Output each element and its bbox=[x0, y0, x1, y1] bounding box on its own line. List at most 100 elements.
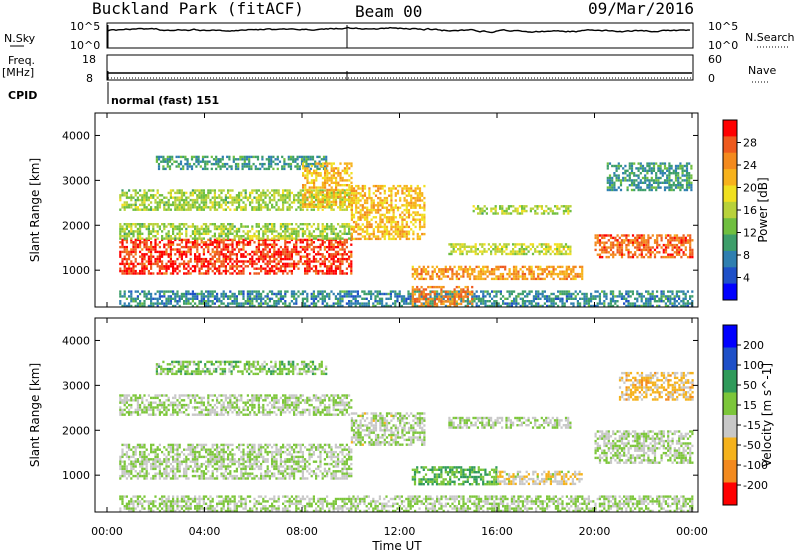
heatmap-cell bbox=[194, 260, 197, 263]
heatmap-cell bbox=[359, 232, 362, 236]
heatmap-cell bbox=[150, 257, 153, 261]
heatmap-cell bbox=[462, 270, 465, 273]
heatmap-cell bbox=[152, 304, 155, 308]
heatmap-cell bbox=[220, 230, 223, 233]
heatmap-cell bbox=[169, 189, 172, 192]
heatmap-cell bbox=[479, 207, 482, 210]
heatmap-cell bbox=[499, 265, 502, 269]
heatmap-cell bbox=[132, 255, 135, 258]
heatmap-cell bbox=[483, 243, 486, 246]
heatmap-cell bbox=[572, 268, 575, 271]
heatmap-cell bbox=[673, 297, 676, 300]
heatmap-cell bbox=[491, 290, 494, 293]
heatmap-cell bbox=[407, 297, 410, 300]
heatmap-cell bbox=[388, 232, 391, 236]
heatmap-cell bbox=[154, 206, 157, 209]
heatmap-cell bbox=[183, 191, 186, 195]
heatmap-cell bbox=[449, 295, 452, 298]
heatmap-cell bbox=[350, 218, 353, 221]
heatmap-cell bbox=[416, 235, 419, 238]
heatmap-cell bbox=[540, 212, 543, 215]
heatmap-cell bbox=[563, 270, 566, 273]
heatmap-cell bbox=[416, 285, 419, 289]
heatmap-cell bbox=[449, 297, 452, 300]
heatmap-cell bbox=[598, 253, 602, 256]
heatmap-cell bbox=[242, 269, 245, 273]
heatmap-cell bbox=[216, 250, 219, 254]
heatmap-cell bbox=[598, 239, 602, 242]
heatmap-cell bbox=[368, 235, 371, 238]
heatmap-cell bbox=[545, 243, 548, 246]
heatmap-cell bbox=[279, 253, 282, 256]
heatmap-cell bbox=[222, 189, 225, 192]
heatmap-cell bbox=[484, 272, 487, 276]
heatmap-cell bbox=[454, 245, 457, 248]
heatmap-cell bbox=[235, 235, 238, 238]
heatmap-cell bbox=[242, 260, 245, 263]
heatmap-cell bbox=[377, 204, 380, 207]
heatmap-cell bbox=[183, 223, 186, 226]
heatmap-cell bbox=[387, 304, 390, 308]
heatmap-cell bbox=[346, 162, 349, 165]
heatmap-cell bbox=[579, 290, 582, 293]
heatmap-cell bbox=[684, 292, 687, 296]
heatmap-cell bbox=[198, 260, 201, 263]
heatmap-cell bbox=[249, 241, 252, 244]
heatmap-cell bbox=[185, 290, 188, 293]
heatmap-cell bbox=[339, 260, 342, 263]
heatmap-cell bbox=[330, 186, 333, 189]
heatmap-cell bbox=[196, 241, 199, 244]
heatmap-cell bbox=[134, 243, 137, 246]
heatmap-cell bbox=[449, 302, 452, 306]
heatmap-cell bbox=[366, 218, 369, 221]
heatmap-cell bbox=[339, 243, 342, 246]
heatmap-cell bbox=[381, 300, 384, 303]
heatmap-cell bbox=[579, 304, 582, 308]
heatmap-cell bbox=[139, 230, 142, 233]
heatmap-cell bbox=[182, 165, 185, 168]
heatmap-cell bbox=[332, 167, 335, 170]
heatmap-cell bbox=[260, 267, 263, 270]
heatmap-cell bbox=[350, 213, 353, 217]
heatmap-cell bbox=[543, 297, 546, 300]
heatmap-cell bbox=[211, 206, 214, 209]
heatmap-cell bbox=[372, 184, 375, 188]
heatmap-cell bbox=[462, 300, 465, 303]
heatmap-cell bbox=[546, 297, 549, 300]
heatmap-cell bbox=[266, 243, 269, 246]
heatmap-cell bbox=[523, 272, 527, 276]
heatmap-cell bbox=[605, 255, 608, 259]
heatmap-cell bbox=[211, 203, 214, 207]
heatmap-cell bbox=[211, 201, 214, 204]
heatmap-cell bbox=[433, 300, 436, 303]
heatmap-cell bbox=[530, 290, 533, 293]
heatmap-cell bbox=[267, 167, 271, 171]
heatmap-cell bbox=[587, 304, 590, 308]
heatmap-cell bbox=[242, 255, 245, 258]
heatmap-cell bbox=[317, 208, 320, 211]
heatmap-cell bbox=[255, 250, 258, 254]
heatmap-cell bbox=[551, 250, 554, 253]
heatmap-cell bbox=[304, 250, 307, 254]
heatmap-cell bbox=[158, 269, 161, 273]
heatmap-cell bbox=[396, 208, 400, 212]
heatmap-cell bbox=[178, 295, 181, 298]
heatmap-cell bbox=[534, 265, 538, 269]
heatmap-cell bbox=[583, 302, 586, 305]
heatmap-cell bbox=[341, 245, 344, 249]
heatmap-cell bbox=[578, 265, 582, 269]
heatmap-cell bbox=[283, 165, 286, 168]
heatmap-cell bbox=[403, 192, 406, 195]
heatmap-cell bbox=[209, 230, 212, 233]
heatmap-cell bbox=[224, 225, 227, 228]
heatmap-cell bbox=[288, 255, 291, 258]
heatmap-cell bbox=[396, 300, 399, 303]
heatmap-cell bbox=[183, 238, 186, 242]
heatmap-cell bbox=[321, 208, 324, 211]
heatmap-cell bbox=[179, 167, 183, 171]
heatmap-cell bbox=[507, 212, 510, 215]
heatmap-cell bbox=[183, 267, 186, 270]
heatmap-cell bbox=[416, 290, 419, 293]
heatmap-cell bbox=[160, 155, 163, 159]
heatmap-cell bbox=[243, 160, 246, 163]
